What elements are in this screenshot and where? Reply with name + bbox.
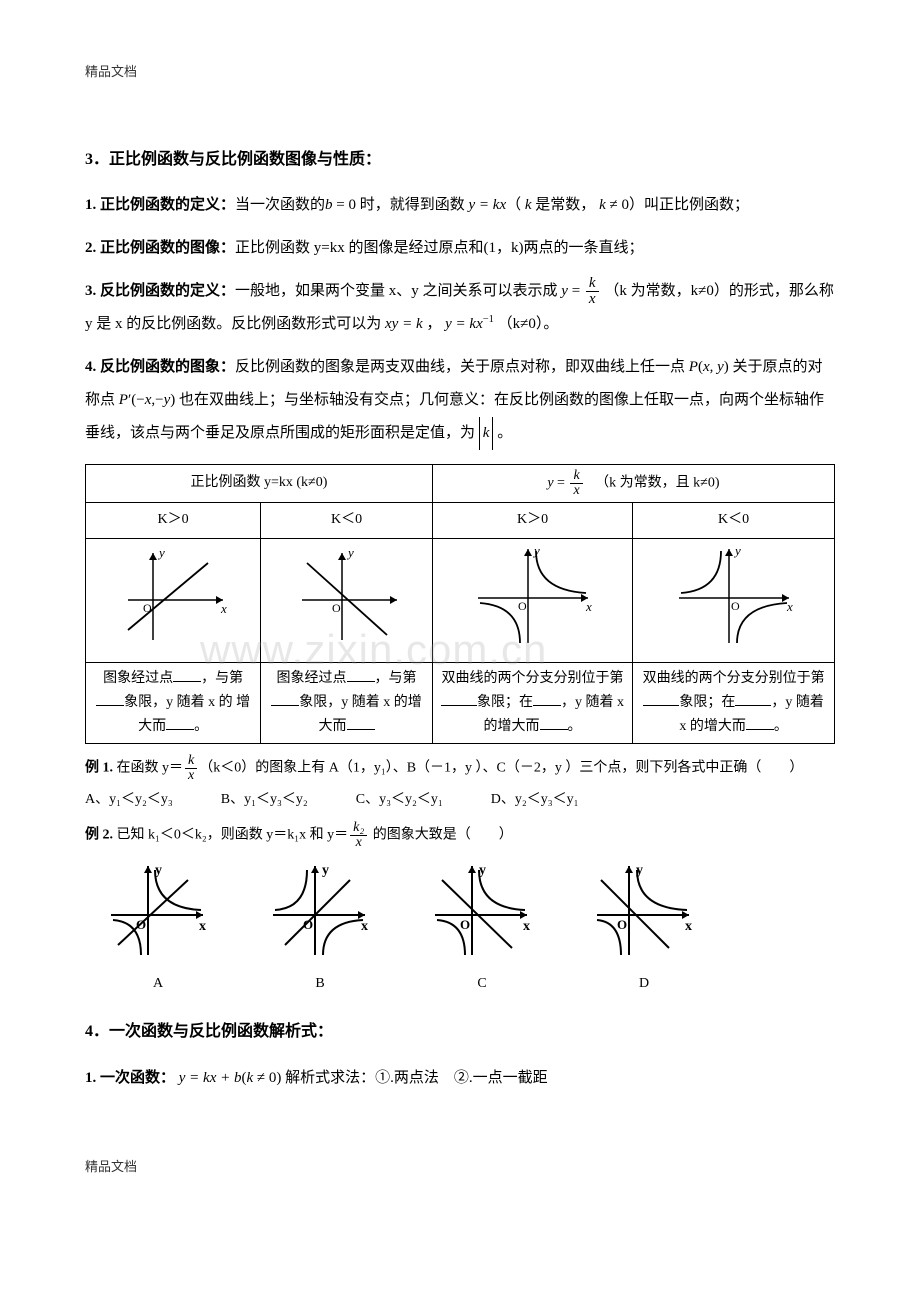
svg-text:x: x [199, 919, 206, 934]
item-1: 1. 正比例函数的定义：当一次函数的b = 0 时，就得到函数 y = kx（ … [85, 189, 835, 222]
table-kpos-2: K＞0 [432, 503, 632, 539]
ex2-fraction: k₂x [350, 821, 367, 850]
ex1-options: A、y₁＜y₂＜y₃ B、y₁＜y₃＜y₂ C、y₃＜y₂＜y₁ D、y₂＜y₃… [85, 787, 835, 814]
item-3-label: 3. 反比例函数的定义： [85, 283, 235, 299]
s4-item-1: 1. 一次函数： y = kx + b(k ≠ 0) 解析式求法：①.两点法 ②… [85, 1062, 835, 1095]
ex2-graph-b: y x O B [265, 860, 375, 997]
ex1-opt-a: A、y₁＜y₂＜y₃ [85, 787, 173, 814]
item-2-label: 2. 正比例函数的图像： [85, 240, 235, 256]
table-header-1: 正比例函数 y=kx (k≠0) [86, 465, 433, 503]
table-kpos-1: K＞0 [86, 503, 261, 539]
svg-text:O: O [731, 599, 740, 613]
table-desc-2: 图象经过点，与第象限，y 随着 x 的增大而 [261, 663, 433, 743]
ex2-text-a: 已知 k₁＜0＜k₂，则函数 y＝k₁x 和 y＝ [117, 828, 349, 843]
ex2-label: 例 2. [85, 828, 113, 843]
example-1: 例 1. 在函数 y＝kx（k＜0）的图象上有 A（1，y₁）、B（－1，y ）… [85, 754, 835, 783]
ex2-text-b: 的图象大致是（ ） [369, 828, 513, 843]
svg-text:y: y [157, 545, 165, 560]
s4-item-1-body: y = kx + b(k ≠ 0) 解析式求法：①.两点法 ②.一点一截距 [175, 1070, 548, 1086]
ex2-graph-a: y x O A [103, 860, 213, 997]
ex2-graph-d: y x O D [589, 860, 699, 997]
page-footer: 精品文档 [85, 1155, 835, 1180]
svg-text:y: y [322, 863, 329, 878]
ex1-fraction: kx [185, 754, 197, 783]
ex2-graph-c: y x O C [427, 860, 537, 997]
svg-text:O: O [460, 917, 470, 932]
svg-text:O: O [617, 917, 627, 932]
item-3-body-a: 一般地，如果两个变量 x、y 之间关系可以表示成 [235, 283, 558, 299]
svg-text:x: x [523, 919, 530, 934]
item-1-label: 1. 正比例函数的定义： [85, 197, 235, 213]
table-header-2: y = kx （k 为常数，且 k≠0) [432, 465, 834, 503]
svg-text:y: y [346, 545, 354, 560]
ex2-graphs: y x O A y x O B [103, 860, 835, 997]
linear-pos-icon: y x O [113, 545, 233, 645]
item-2-body: 正比例函数 y=kx 的图像是经过原点和(1，k)两点的一条直线； [235, 240, 643, 256]
option-d-icon: y x O [589, 860, 699, 960]
option-c-icon: y x O [427, 860, 537, 960]
svg-text:x: x [220, 601, 227, 616]
svg-text:x: x [685, 919, 692, 934]
table-kneg-1: K＜0 [261, 503, 433, 539]
ex1-label: 例 1. [85, 760, 113, 775]
table-desc-3: 双曲线的两个分支分别位于第象限；在，y 随着 x 的增大而。 [432, 663, 632, 743]
ex1-opt-b: B、y₁＜y₃＜y₂ [221, 787, 308, 814]
item-1-body: 当一次函数的b = 0 时，就得到函数 y = kx（ k 是常数， k ≠ 0… [235, 197, 749, 213]
svg-text:x: x [786, 599, 793, 614]
ex1-text-a: 在函数 y＝ [117, 760, 184, 775]
table-graph-3: y x O [432, 538, 632, 663]
example-2: 例 2. 已知 k₁＜0＜k₂，则函数 y＝k₁x 和 y＝k₂x 的图象大致是… [85, 821, 835, 850]
item-2: 2. 正比例函数的图像：正比例函数 y=kx 的图像是经过原点和(1，k)两点的… [85, 232, 835, 265]
svg-text:x: x [361, 919, 368, 934]
svg-text:O: O [518, 599, 527, 613]
ex1-opt-d: D、y₂＜y₃＜y₁ [491, 787, 579, 814]
hyperbola-pos-icon: y x O [468, 543, 598, 648]
option-a-icon: y x O [103, 860, 213, 960]
table-header-2-text: （k 为常数，且 k≠0) [602, 476, 719, 491]
fraction-k-over-x: kx [586, 276, 599, 307]
table-graph-1: y x O [86, 538, 261, 663]
option-b-icon: y x O [265, 860, 375, 960]
table-desc-4: 双曲线的两个分支分别位于第象限；在，y 随着 x 的增大而。 [633, 663, 835, 743]
page-header: 精品文档 [85, 60, 835, 85]
table-kneg-2: K＜0 [633, 503, 835, 539]
section-4-title: 4．一次函数与反比例函数解析式： [85, 1017, 835, 1047]
section-3-title: 3．正比例函数与反比例函数图像与性质： [85, 145, 835, 175]
ex2-label-c: C [427, 971, 537, 998]
table-graph-2: y O [261, 538, 433, 663]
hyperbola-neg-icon: y x O [669, 543, 799, 648]
ex2-label-b: B [265, 971, 375, 998]
s4-item-1-label: 1. 一次函数： [85, 1070, 175, 1086]
svg-text:O: O [332, 601, 341, 615]
table-desc-1: 图象经过点，与第象限，y 随着 x 的 增 大而。 [86, 663, 261, 743]
ex2-label-a: A [103, 971, 213, 998]
table-graph-4: y x O [633, 538, 835, 663]
item-4-label: 4. 反比例函数的图象： [85, 359, 235, 375]
ex2-label-d: D [589, 971, 699, 998]
svg-text:x: x [585, 599, 592, 614]
linear-neg-icon: y O [287, 545, 407, 645]
ex1-text-b: （k＜0）的图象上有 A（1，y₁）、B（－1，y ）、C（－2，y ）三个点，… [199, 760, 803, 775]
svg-text:y: y [733, 543, 741, 558]
item-3: 3. 反比例函数的定义：一般地，如果两个变量 x、y 之间关系可以表示成 y =… [85, 275, 835, 341]
document-page: 精品文档 3．正比例函数与反比例函数图像与性质： 1. 正比例函数的定义：当一次… [0, 0, 920, 1240]
ex1-opt-c: C、y₃＜y₂＜y₁ [356, 787, 443, 814]
item-4: 4. 反比例函数的图象：反比例函数的图象是两支双曲线，关于原点对称，即双曲线上任… [85, 351, 835, 450]
comparison-table: 正比例函数 y=kx (k≠0) y = kx （k 为常数，且 k≠0) K＞… [85, 464, 835, 744]
